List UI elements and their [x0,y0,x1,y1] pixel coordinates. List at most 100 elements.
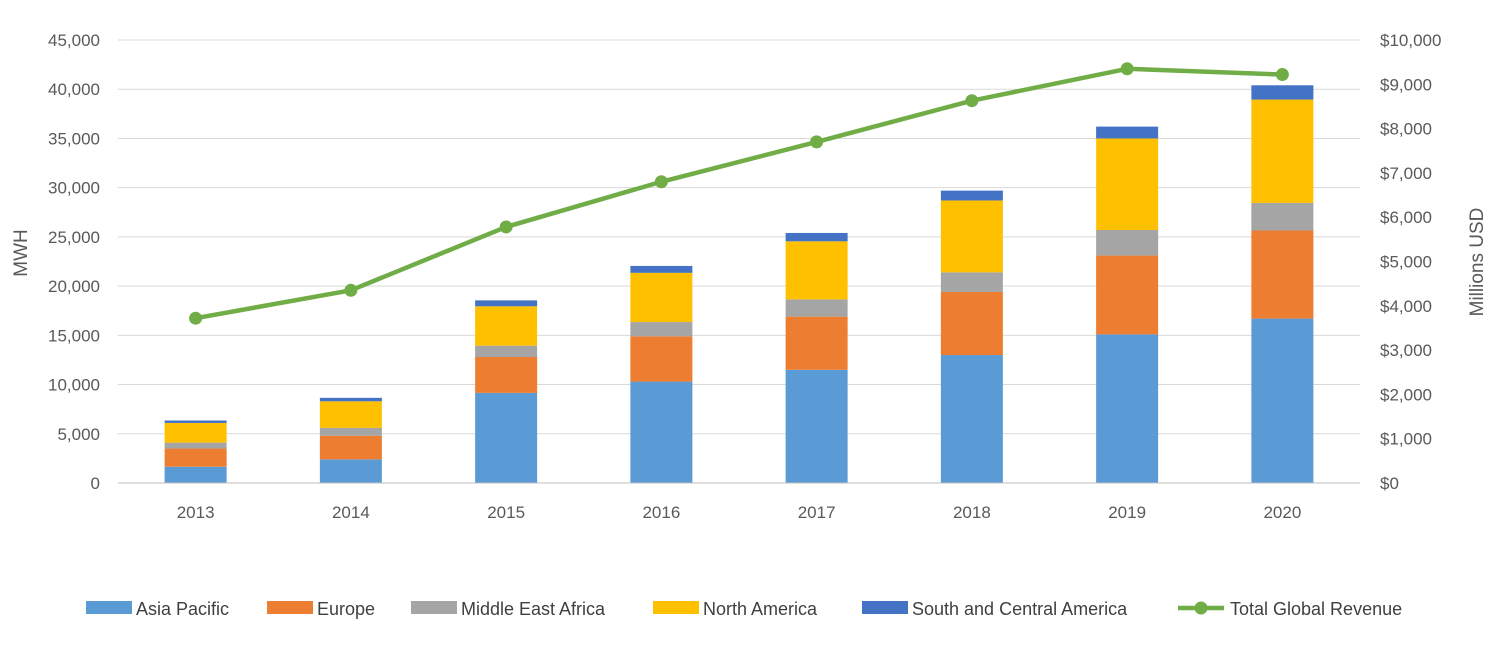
revenue-point [499,220,513,234]
left-tick-label: 5,000 [57,425,100,444]
right-tick-label: $6,000 [1380,208,1432,227]
x-tick-label: 2017 [798,503,836,522]
revenue-point [344,283,358,297]
right-axis-title: Millions USD [1467,208,1488,317]
legend-swatch [86,601,132,614]
bar-segment [940,190,1003,201]
bar-segment [1251,318,1314,483]
right-tick-label: $8,000 [1380,120,1432,139]
bar-segment [785,369,848,483]
legend-label: Middle East Africa [461,599,606,619]
bar-segment [630,381,693,483]
x-tick-label: 2014 [332,503,370,522]
legend-label: North America [703,599,818,619]
right-tick-label: $10,000 [1380,31,1441,50]
right-tick-label: $3,000 [1380,341,1432,360]
x-axis-ticks: 2013 2014 2015 2016 2017 2018 2019 2020 [177,503,1302,522]
left-tick-label: 10,000 [48,376,100,395]
bar-segment [1096,229,1159,256]
legend-label: Asia Pacific [136,599,229,619]
x-tick-label: 2020 [1263,503,1301,522]
revenue-point [810,135,824,149]
revenue-point [965,94,979,108]
gridlines [118,39,1360,435]
revenue-point [654,175,668,189]
bar-segment [319,427,382,436]
bar-segment [940,200,1003,273]
left-axis-ticks: 0 5,000 10,000 15,000 20,000 25,000 30,000 35,0… [48,31,100,493]
bar-segment [1251,202,1314,231]
left-tick-label: 45,000 [48,31,100,50]
revenue-point [1120,62,1134,76]
bar-segment [475,306,538,346]
right-axis-ticks: $0 $1,000 $2,000 $3,000 $4,000 $5,000 $6,000 $7… [1380,31,1441,493]
left-tick-label: 35,000 [48,129,100,148]
bar-segment [1251,85,1314,100]
revenue-line-path [195,66,1283,321]
right-tick-label: $0 [1380,474,1399,493]
bar-segment [630,336,693,382]
left-tick-label: 30,000 [48,179,100,198]
x-tick-label: 2016 [642,503,680,522]
bar-segment [164,420,227,423]
bar-segment [1251,230,1314,319]
bar-segment [1096,138,1159,230]
right-tick-label: $4,000 [1380,297,1432,316]
bar-segment [164,466,227,483]
legend-swatch [862,601,908,614]
bar-segment [630,265,693,273]
right-tick-label: $5,000 [1380,253,1432,272]
right-tick-label: $7,000 [1380,164,1432,183]
bar-segment [319,397,382,402]
bar-segment [475,392,538,483]
left-tick-label: 0 [91,474,100,493]
bar-segment [475,356,538,393]
legend-marker [1194,601,1208,615]
revenue-point [1275,68,1289,82]
x-tick-label: 2019 [1108,503,1146,522]
bar-segment [785,316,848,370]
right-tick-label: $2,000 [1380,385,1432,404]
legend-swatch [653,601,699,614]
bar-segment [319,435,382,460]
left-tick-label: 40,000 [48,80,100,99]
bar-segment [940,355,1003,483]
legend-label: Total Global Revenue [1230,599,1402,619]
bar-segment [1096,334,1159,483]
x-tick-label: 2015 [487,503,525,522]
bar-segment [1096,255,1159,335]
left-tick-label: 20,000 [48,277,100,296]
left-axis-title: MWH [11,229,32,276]
x-tick-label: 2013 [177,503,215,522]
left-tick-label: 25,000 [48,228,100,247]
bar-segment [319,459,382,483]
bar-segment [630,322,693,337]
right-tick-label: $9,000 [1380,75,1432,94]
revenue-point [189,311,203,325]
bar-segment [940,272,1003,293]
bar-segment [164,422,227,443]
left-tick-label: 15,000 [48,326,100,345]
revenue-line [189,62,1289,325]
bar-segment [475,345,538,357]
bar-segment [785,241,848,300]
legend-swatch [411,601,457,614]
legend-label: South and Central America [912,599,1128,619]
legend: Asia Pacific Europe Middle East Africa Nort… [86,599,1402,619]
bar-segment [319,401,382,428]
bar-segment [1096,126,1159,139]
bar-segment [475,300,538,307]
bar-segment [940,292,1003,356]
bar-segment [164,448,227,467]
bar-segment [785,232,848,242]
bar-segment [630,272,693,323]
bar-segment [1251,99,1314,203]
legend-swatch [267,601,313,614]
legend-label: Europe [317,599,375,619]
bars [164,85,1314,483]
bar-segment [785,299,848,317]
x-tick-label: 2018 [953,503,991,522]
right-tick-label: $1,000 [1380,430,1432,449]
